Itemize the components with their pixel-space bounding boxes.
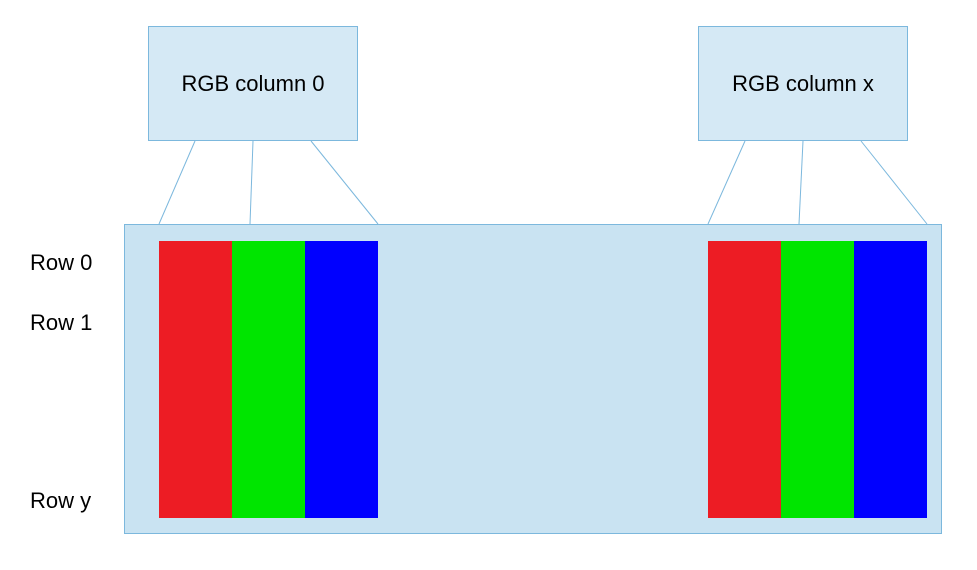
column-label-x: RGB column x	[698, 26, 908, 141]
stripe-red	[708, 241, 781, 518]
row-label-1-text: Row 1	[30, 310, 92, 335]
row-label-0: Row 0	[30, 250, 92, 276]
row-label-1: Row 1	[30, 310, 92, 336]
stripe-green	[781, 241, 854, 518]
stripe-green	[232, 241, 305, 518]
row-label-y-text: Row y	[30, 488, 91, 513]
row-label-0-text: Row 0	[30, 250, 92, 275]
stripe-blue	[854, 241, 927, 518]
column-label-0: RGB column 0	[148, 26, 358, 141]
stripe-blue	[305, 241, 378, 518]
column-label-x-text: RGB column x	[732, 71, 874, 97]
column-label-0-text: RGB column 0	[181, 71, 324, 97]
row-label-y: Row y	[30, 488, 91, 514]
stripe-red	[159, 241, 232, 518]
